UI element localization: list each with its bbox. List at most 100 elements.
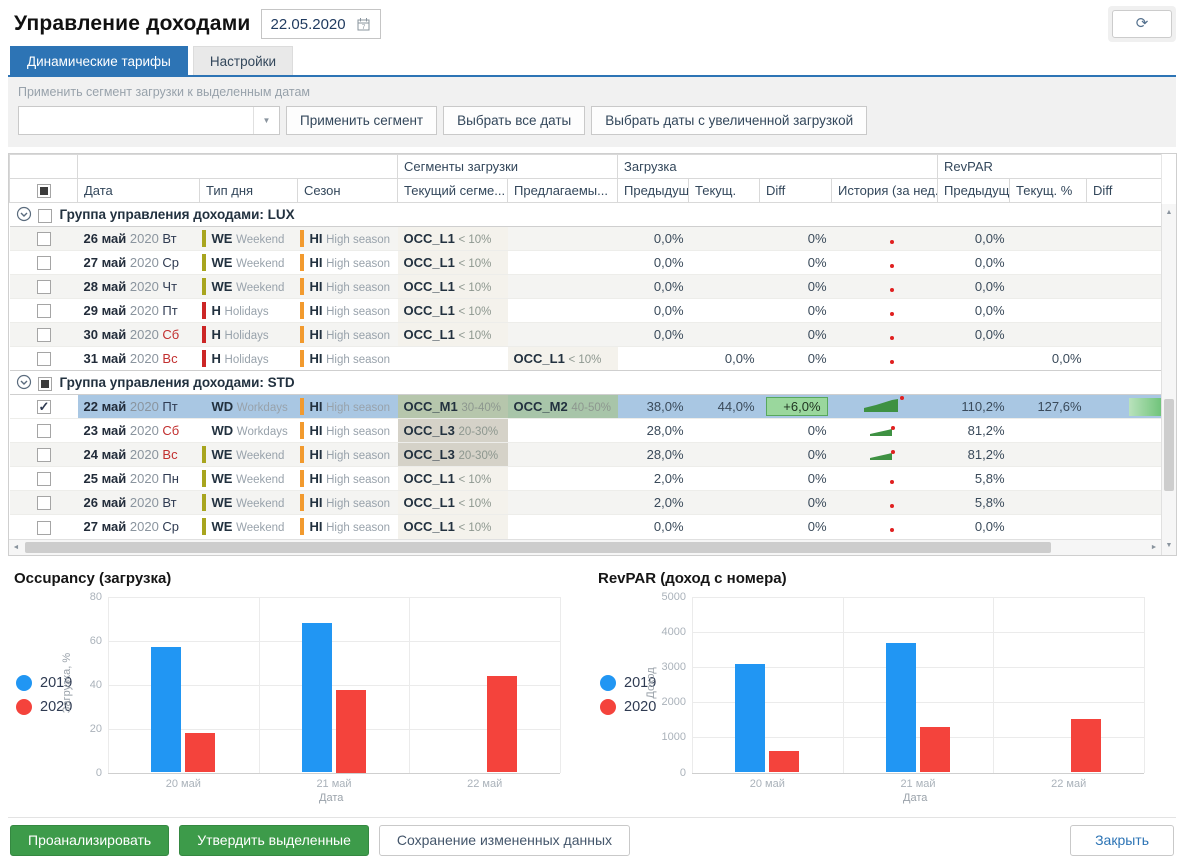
row-checkbox[interactable] (37, 328, 51, 342)
load-cur-cell (689, 275, 760, 299)
row-checkbox[interactable] (37, 280, 51, 294)
proposed-segment-cell[interactable]: OCC_M2 40-50% (508, 395, 618, 419)
table-row[interactable]: 28 май 2020 ЧтWE WeekendHI High seasonOC… (10, 275, 1162, 299)
tab-dynamic-rates[interactable]: Динамические тарифы (10, 46, 188, 75)
horizontal-scrollbar[interactable]: ◄ ► (9, 539, 1161, 555)
row-checkbox[interactable] (37, 496, 51, 510)
calendar-icon[interactable]: 7 (356, 17, 371, 32)
chart-plot-area: 2019202002040608020 май21 май22 майЗагру… (8, 587, 592, 809)
day-type-color-bar (202, 230, 206, 247)
vertical-scrollbar[interactable]: ▲ ▼ (1161, 154, 1176, 555)
current-segment-cell[interactable]: OCC_L1 < 10% (398, 323, 508, 347)
table-row[interactable]: 30 май 2020 СбH HolidaysHI High seasonOC… (10, 323, 1162, 347)
scroll-right-icon[interactable]: ► (1147, 540, 1161, 555)
segment-select[interactable]: ▼ (18, 106, 280, 135)
row-checkbox[interactable] (37, 232, 51, 246)
proposed-segment-cell[interactable] (508, 491, 618, 515)
current-segment-cell[interactable] (398, 347, 508, 371)
proposed-segment-cell[interactable] (508, 275, 618, 299)
proposed-segment-cell[interactable] (508, 323, 618, 347)
current-segment-cell[interactable]: OCC_L3 20-30% (398, 419, 508, 443)
approve-selected-button[interactable]: Утвердить выделенные (179, 825, 369, 856)
scroll-left-icon[interactable]: ◄ (9, 540, 23, 555)
scroll-up-icon[interactable]: ▲ (1162, 206, 1176, 220)
column-group-spacer (10, 155, 78, 179)
current-segment-cell[interactable]: OCC_L1 < 10% (398, 275, 508, 299)
proposed-segment-cell[interactable] (508, 419, 618, 443)
row-checkbox[interactable] (37, 521, 51, 535)
current-segment-cell[interactable]: OCC_L1 < 10% (398, 299, 508, 323)
group-row[interactable]: Группа управления доходами: STD (10, 371, 1162, 395)
tab-settings[interactable]: Настройки (193, 46, 293, 75)
chevron-down-icon[interactable]: ▼ (253, 107, 279, 134)
save-changed-data-button[interactable]: Сохранение измененных данных (379, 825, 630, 856)
scroll-down-icon[interactable]: ▼ (1162, 539, 1176, 553)
table-row[interactable]: 26 май 2020 ВтWE WeekendHI High seasonOC… (10, 491, 1162, 515)
date-value[interactable]: 22.05.2020 (271, 16, 346, 33)
table-row[interactable]: 26 май 2020 ВтWE WeekendHI High seasonOC… (10, 227, 1162, 251)
table-row[interactable]: 25 май 2020 ПнWE WeekendHI High seasonOC… (10, 467, 1162, 491)
proposed-segment-cell[interactable] (508, 251, 618, 275)
apply-segment-button[interactable]: Применить сегмент (286, 106, 437, 135)
bottom-bar: Проанализировать Утвердить выделенные Со… (8, 817, 1176, 857)
proposed-segment-cell[interactable] (508, 299, 618, 323)
analyze-button[interactable]: Проанализировать (10, 825, 169, 856)
row-checkbox[interactable] (37, 352, 51, 366)
group-checkbox[interactable] (38, 209, 52, 223)
season-color-bar (300, 518, 304, 535)
season-cell: HI High season (298, 347, 398, 371)
row-checkbox[interactable] (37, 256, 51, 270)
proposed-segment-cell[interactable]: OCC_L1 < 10% (508, 347, 618, 371)
load-prev-cell (618, 347, 689, 371)
proposed-segment-cell[interactable] (508, 467, 618, 491)
date-input[interactable]: 22.05.2020 7 (261, 9, 381, 39)
select-all-checkbox[interactable] (37, 184, 51, 198)
load-diff-badge: +6,0% (766, 397, 828, 416)
day-type-color-bar (202, 494, 206, 511)
gridline (843, 597, 844, 773)
revpar-cur-cell (1010, 323, 1087, 347)
current-segment-cell[interactable]: OCC_L3 20-30% (398, 443, 508, 467)
vertical-scrollbar-thumb[interactable] (1164, 399, 1174, 491)
current-segment-cell[interactable]: OCC_L1 < 10% (398, 227, 508, 251)
gridline (692, 632, 1144, 633)
load-prev-cell: 0,0% (618, 227, 689, 251)
row-checkbox[interactable] (37, 448, 51, 462)
current-segment-cell[interactable]: OCC_L1 < 10% (398, 467, 508, 491)
collapse-group-icon[interactable] (16, 206, 32, 222)
row-checkbox[interactable] (37, 424, 51, 438)
horizontal-scrollbar-thumb[interactable] (25, 542, 1051, 553)
current-segment-cell[interactable]: OCC_L1 < 10% (398, 515, 508, 539)
load-diff-cell: 0% (760, 467, 832, 491)
proposed-segment-cell[interactable] (508, 227, 618, 251)
row-checkbox[interactable] (37, 472, 51, 486)
table-row[interactable]: 24 май 2020 ВсWE WeekendHI High seasonOC… (10, 443, 1162, 467)
table-row[interactable]: 29 май 2020 ПтH HolidaysHI High seasonOC… (10, 299, 1162, 323)
table-row[interactable]: 23 май 2020 СбWD WorkdaysHI High seasonO… (10, 419, 1162, 443)
column-group-spacer (78, 155, 398, 179)
current-segment-cell[interactable]: OCC_L1 < 10% (398, 251, 508, 275)
select-increased-load-dates-button[interactable]: Выбрать даты с увеличенной загрузкой (591, 106, 867, 135)
close-button[interactable]: Закрыть (1070, 825, 1174, 856)
row-checkbox[interactable] (37, 400, 51, 414)
proposed-segment-cell[interactable] (508, 443, 618, 467)
current-segment-cell[interactable]: OCC_M1 30-40% (398, 395, 508, 419)
table-row[interactable]: 22 май 2020 ПтWD WorkdaysHI High seasonO… (10, 395, 1162, 419)
revpar-prev-cell: 0,0% (938, 275, 1010, 299)
page-title: Управление доходами (14, 12, 251, 36)
segment-select-value[interactable] (19, 107, 253, 134)
collapse-group-icon[interactable] (16, 374, 32, 390)
current-segment-cell[interactable]: OCC_L1 < 10% (398, 491, 508, 515)
table-row[interactable]: 27 май 2020 СрWE WeekendHI High seasonOC… (10, 251, 1162, 275)
revpar-prev-cell: 0,0% (938, 515, 1010, 539)
table-row[interactable]: 27 май 2020 СрWE WeekendHI High seasonOC… (10, 515, 1162, 539)
group-row[interactable]: Группа управления доходами: LUX (10, 203, 1162, 227)
row-checkbox[interactable] (37, 304, 51, 318)
group-checkbox[interactable] (38, 377, 52, 391)
refresh-button[interactable]: ⟳ (1112, 10, 1172, 38)
select-all-dates-button[interactable]: Выбрать все даты (443, 106, 585, 135)
proposed-segment-cell[interactable] (508, 515, 618, 539)
load-cur-cell (689, 443, 760, 467)
day-type-color-bar (202, 518, 206, 535)
table-row[interactable]: 31 май 2020 ВсH HolidaysHI High seasonOC… (10, 347, 1162, 371)
